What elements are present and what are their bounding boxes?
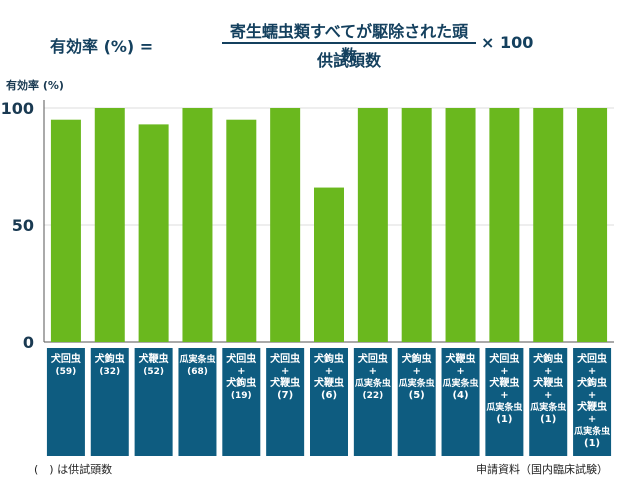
category-box-3 [134,348,173,456]
category-label: 瓜実条虫 [355,377,391,389]
bar-9 [401,108,432,342]
category-label: 犬鉤虫 [402,352,432,365]
category-label: 犬鞭虫 [489,376,519,389]
y-tick-label: 100 [1,99,34,118]
category-label: + [281,366,289,377]
category-label: + [500,366,508,377]
y-tick-label: 0 [23,333,34,352]
category-box-6 [266,348,305,456]
category-label: (5) [409,390,425,401]
category-label: 犬鞭虫 [577,400,607,413]
bar-5 [226,119,257,342]
category-label: (1) [540,414,556,425]
category-box-7 [310,348,348,456]
category-label: 瓜実条虫 [443,377,479,389]
bar-2 [94,108,125,342]
category-label: 犬回虫 [226,352,256,365]
y-axis-title: 有効率 (%) [6,78,64,92]
category-box-2 [90,348,129,456]
bar-7 [314,187,344,342]
bar-12 [533,108,564,342]
category-label: 犬鉤虫 [314,352,344,365]
category-label: + [237,366,245,377]
category-box-10 [441,348,480,456]
category-label: 瓜実条虫 [530,401,566,413]
category-label: + [588,366,596,377]
category-label: 犬鞭虫 [533,376,563,389]
category-label: (22) [362,391,383,401]
bar-4 [182,108,213,342]
category-label: 犬鞭虫 [270,376,300,389]
formula-denominator: 供試頭数 [316,51,381,70]
category-box-11 [485,348,524,456]
category-label: + [544,390,552,401]
category-label: + [325,366,333,377]
category-label: + [369,366,377,377]
category-label: 犬鞭虫 [314,376,344,389]
bar-3 [138,124,169,342]
category-box-12 [529,348,568,456]
formula-right: × 100 [481,33,534,52]
bar-10 [445,108,476,342]
footnote-source: 申請資料（国内臨床試験） [476,463,608,476]
category-label: + [412,366,420,377]
category-label: + [456,366,464,377]
category-label: (4) [452,390,468,401]
category-label: 瓜実条虫 [179,353,215,365]
category-label: 犬回虫 [577,352,607,365]
category-label: + [588,390,596,401]
category-label: (1) [584,438,600,449]
formula-fraction-bar [222,42,476,44]
category-label: 犬鉤虫 [577,376,607,389]
category-box-5 [222,348,261,456]
category-box-8 [353,348,392,456]
category-label: + [544,366,552,377]
category-label: 犬回虫 [489,352,519,365]
efficacy-formula: 有効率 (%) = 寄生蠕虫類すべてが駆除された頭数 供試頭数 × 100 [0,0,620,80]
category-label: 犬鉤虫 [95,352,125,365]
y-tick-label: 50 [12,216,34,235]
category-box-13 [573,348,612,456]
category-label: (6) [321,390,337,401]
category-label: 犬回虫 [51,352,81,365]
category-label: (19) [231,391,252,401]
category-label: 犬回虫 [358,352,388,365]
category-label: + [588,414,596,425]
bar-1 [50,119,81,342]
footnote-sample-size: ( ) は供試頭数 [34,463,113,476]
category-label: (68) [187,367,208,377]
formula-numerator: 寄生蠕虫類すべてが駆除された頭数 [229,22,469,65]
bar-8 [357,108,388,342]
category-label: (1) [496,414,512,425]
category-label: 犬鉤虫 [226,376,256,389]
category-label: 犬鞭虫 [139,352,169,365]
category-label: (52) [143,367,164,377]
category-box-1 [46,348,85,456]
category-label: 瓜実条虫 [574,425,610,437]
category-label: 瓜実条虫 [486,401,522,413]
category-label: (7) [277,390,293,401]
category-label: 犬鉤虫 [533,352,563,365]
formula-left: 有効率 (%) = [50,37,154,56]
category-label: 瓜実条虫 [399,377,435,389]
bar-11 [489,108,520,342]
category-label: (59) [56,367,77,377]
category-box-4 [178,348,217,456]
category-label: (32) [99,367,120,377]
category-label: + [500,390,508,401]
bar-6 [270,108,301,342]
bar-13 [577,108,608,342]
category-label: 犬鞭虫 [446,352,476,365]
category-box-9 [397,348,436,456]
category-label: 犬回虫 [270,352,300,365]
